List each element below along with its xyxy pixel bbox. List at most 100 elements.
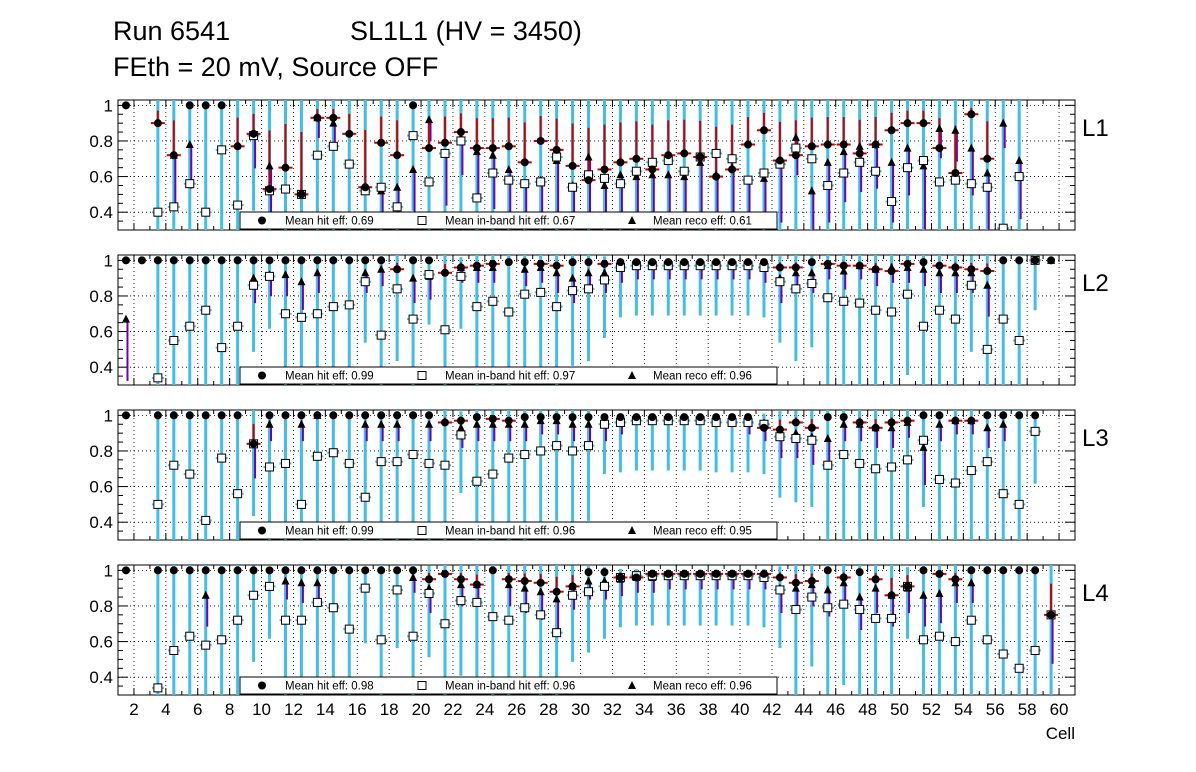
hit-point (759, 569, 768, 578)
hit-point (153, 566, 162, 575)
x-tick-label: 16 (348, 700, 367, 719)
inband-point (153, 683, 163, 693)
y-tick-label: 0.6 (89, 633, 113, 652)
data-layer (121, 565, 1059, 695)
inband-point (536, 287, 546, 297)
inband-point (823, 180, 833, 190)
reco-point (616, 170, 625, 179)
inband-point (344, 159, 354, 169)
hit-point (361, 566, 370, 575)
hit-point (568, 161, 577, 170)
y-tick-label: 0.8 (89, 132, 113, 151)
inband-point (839, 296, 849, 306)
reco-point (377, 419, 386, 428)
hit-point (456, 263, 465, 272)
inband-point (488, 469, 498, 479)
hit-point (297, 190, 306, 199)
inband-point (855, 458, 865, 468)
inband-point (839, 168, 849, 178)
hit-point (999, 256, 1008, 265)
hit-point (775, 573, 784, 582)
reco-point (791, 583, 800, 592)
hit-point (648, 569, 657, 578)
hit-point (887, 418, 896, 427)
x-tick-label: 10 (252, 700, 271, 719)
hit-point (488, 144, 497, 153)
hit-point (440, 418, 449, 427)
reco-point (648, 170, 657, 179)
plot-frame (117, 99, 1076, 231)
legend-reco-label: Mean reco eff: 0.61 (653, 216, 752, 228)
inband-point (153, 373, 163, 383)
inband-point (440, 619, 450, 629)
hit-point (329, 113, 338, 122)
inband-point (504, 307, 514, 317)
hit-point (345, 256, 354, 265)
hit-point (1031, 566, 1040, 575)
reco-point (967, 143, 976, 152)
inband-point (791, 605, 801, 615)
inband-point (998, 223, 1008, 230)
hit-point (201, 256, 210, 265)
hit-point (217, 411, 226, 420)
hit-point (903, 259, 912, 268)
inband-point (536, 177, 546, 187)
reco-point (919, 161, 928, 170)
panel-title: L1 (1082, 115, 1109, 142)
reco-point (297, 277, 306, 286)
inband-point (328, 141, 338, 151)
hit-point (967, 416, 976, 425)
inband-point (1014, 499, 1024, 509)
hit-point (153, 411, 162, 420)
hit-point (1031, 0, 1039, 4)
reco-point (456, 423, 465, 432)
inband-point (360, 583, 370, 593)
hit-point (504, 258, 513, 267)
y-tick-label: 0.6 (89, 168, 113, 187)
hit-point (632, 258, 641, 267)
hit-point (440, 268, 449, 277)
hit-point (983, 154, 992, 163)
hit-point (409, 101, 418, 110)
hit-point (999, 0, 1007, 4)
hit-point (616, 158, 625, 167)
inband-point (1014, 335, 1024, 345)
hit-point (568, 413, 577, 422)
hit-point (456, 128, 465, 137)
hit-point (313, 256, 322, 265)
inband-point (233, 321, 243, 331)
reco-point (409, 572, 418, 581)
inband-point (1030, 645, 1040, 655)
inband-point (918, 156, 928, 166)
data-layer (121, 0, 1056, 385)
hit-point (472, 144, 481, 153)
hit-point (648, 165, 657, 174)
reco-point (823, 585, 832, 594)
inband-point (775, 277, 785, 287)
hit-point (456, 416, 465, 425)
reco-point (425, 115, 434, 124)
header-line-1: Run 6541 SL1L1 (HV = 3450) (113, 16, 582, 47)
inband-point (312, 597, 322, 607)
inband-point (280, 309, 290, 319)
inband-point (934, 474, 944, 484)
inband-point (504, 175, 514, 185)
inband-point (1047, 0, 1055, 8)
hit-point (855, 568, 864, 577)
inband-point (536, 446, 546, 456)
inband-point (982, 182, 992, 192)
x-tick-label: 50 (890, 700, 909, 719)
hit-point (281, 163, 290, 172)
inband-point (552, 628, 562, 638)
reco-point (313, 578, 322, 587)
x-tick-label: 54 (954, 700, 973, 719)
hit-point (488, 414, 497, 423)
hit-point (951, 575, 960, 584)
x-tick-label: 8 (225, 700, 234, 719)
hit-point (744, 258, 753, 267)
reco-point (999, 419, 1008, 428)
legend-inband-label: Mean in-band hit eff: 0.96 (445, 681, 575, 693)
inband-point (440, 148, 450, 158)
x-tick-label: 38 (699, 700, 718, 719)
hit-point (919, 566, 928, 575)
